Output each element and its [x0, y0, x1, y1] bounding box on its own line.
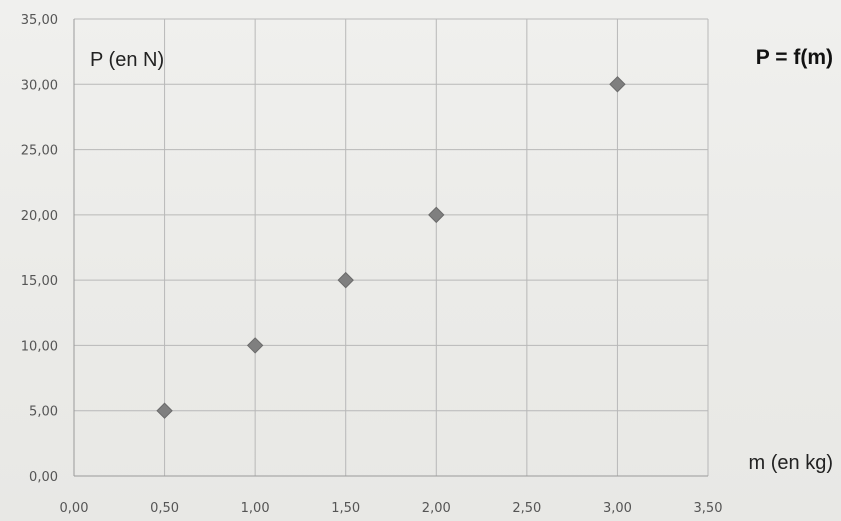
data-point	[428, 206, 445, 224]
y-tick-label: 25,00	[21, 144, 58, 159]
data-points	[156, 76, 626, 419]
y-tick-label: 10,00	[21, 339, 58, 354]
data-point	[246, 337, 264, 354]
y-tick-label: 30,00	[21, 78, 58, 93]
x-tick-label: 3,50	[694, 501, 723, 516]
chart-title: P = f(m)	[756, 46, 833, 69]
data-point	[156, 402, 173, 419]
y-tick-label: 35,00	[21, 13, 58, 28]
data-point	[609, 76, 626, 93]
x-tick-label: 0,00	[60, 501, 89, 516]
y-axis-title: P (en N)	[90, 49, 164, 71]
y-tick-label: 0,00	[29, 470, 58, 485]
y-tick-label: 15,00	[21, 274, 58, 289]
y-tick-label: 20,00	[21, 209, 58, 224]
x-tick-label: 1,00	[241, 501, 270, 516]
axes	[73, 19, 708, 477]
tick-labels: 0,00 0,50 1,00 1,50 2,00 2,50 3,00 3,50 0,00 5,00…	[21, 13, 723, 516]
x-tick-label: 2,50	[512, 501, 541, 516]
data-point	[337, 271, 354, 289]
grid	[74, 18, 709, 476]
x-tick-label: 1,50	[331, 501, 360, 516]
x-tick-label: 0,50	[150, 501, 179, 516]
x-tick-label: 2,00	[422, 501, 451, 516]
y-tick-label: 5,00	[29, 405, 58, 420]
x-axis-title: m (en kg)	[749, 452, 833, 474]
x-tick-label: 3,00	[603, 501, 632, 516]
